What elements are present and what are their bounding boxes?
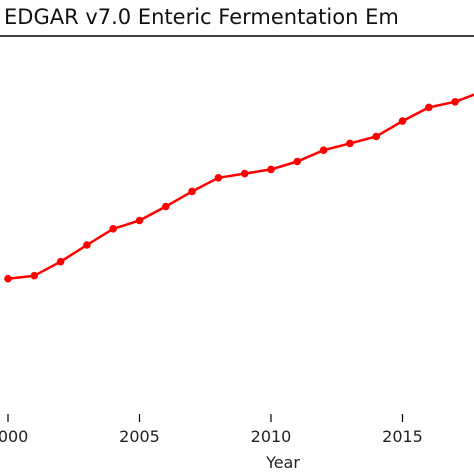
data-point — [214, 174, 223, 182]
chart-title: EDGAR v7.0 Enteric Fermentation Em — [4, 5, 399, 29]
data-point — [135, 216, 144, 225]
x-tick-label: 2015 — [382, 427, 423, 446]
x-tick-label: 2000 — [0, 427, 28, 446]
x-axis-label: Year — [265, 453, 300, 472]
data-point — [319, 146, 328, 154]
series-layer — [4, 93, 474, 283]
data-point — [109, 225, 117, 233]
data-point — [83, 241, 91, 249]
data-point — [293, 157, 302, 166]
x-tick-label: 2010 — [251, 427, 292, 446]
data-point — [30, 271, 39, 280]
data-point — [346, 139, 354, 148]
x-axis-ticks: 2000 2005 2010 2015 — [0, 414, 423, 446]
data-point — [4, 274, 12, 283]
data-point — [398, 117, 407, 125]
x-tick-label: 2005 — [119, 427, 160, 446]
data-point — [372, 132, 381, 141]
data-point — [56, 257, 65, 266]
data-point — [240, 169, 249, 178]
data-point — [188, 187, 196, 196]
data-point — [425, 103, 433, 112]
data-point — [267, 165, 275, 174]
data-point — [162, 202, 170, 211]
data-point — [451, 98, 459, 106]
